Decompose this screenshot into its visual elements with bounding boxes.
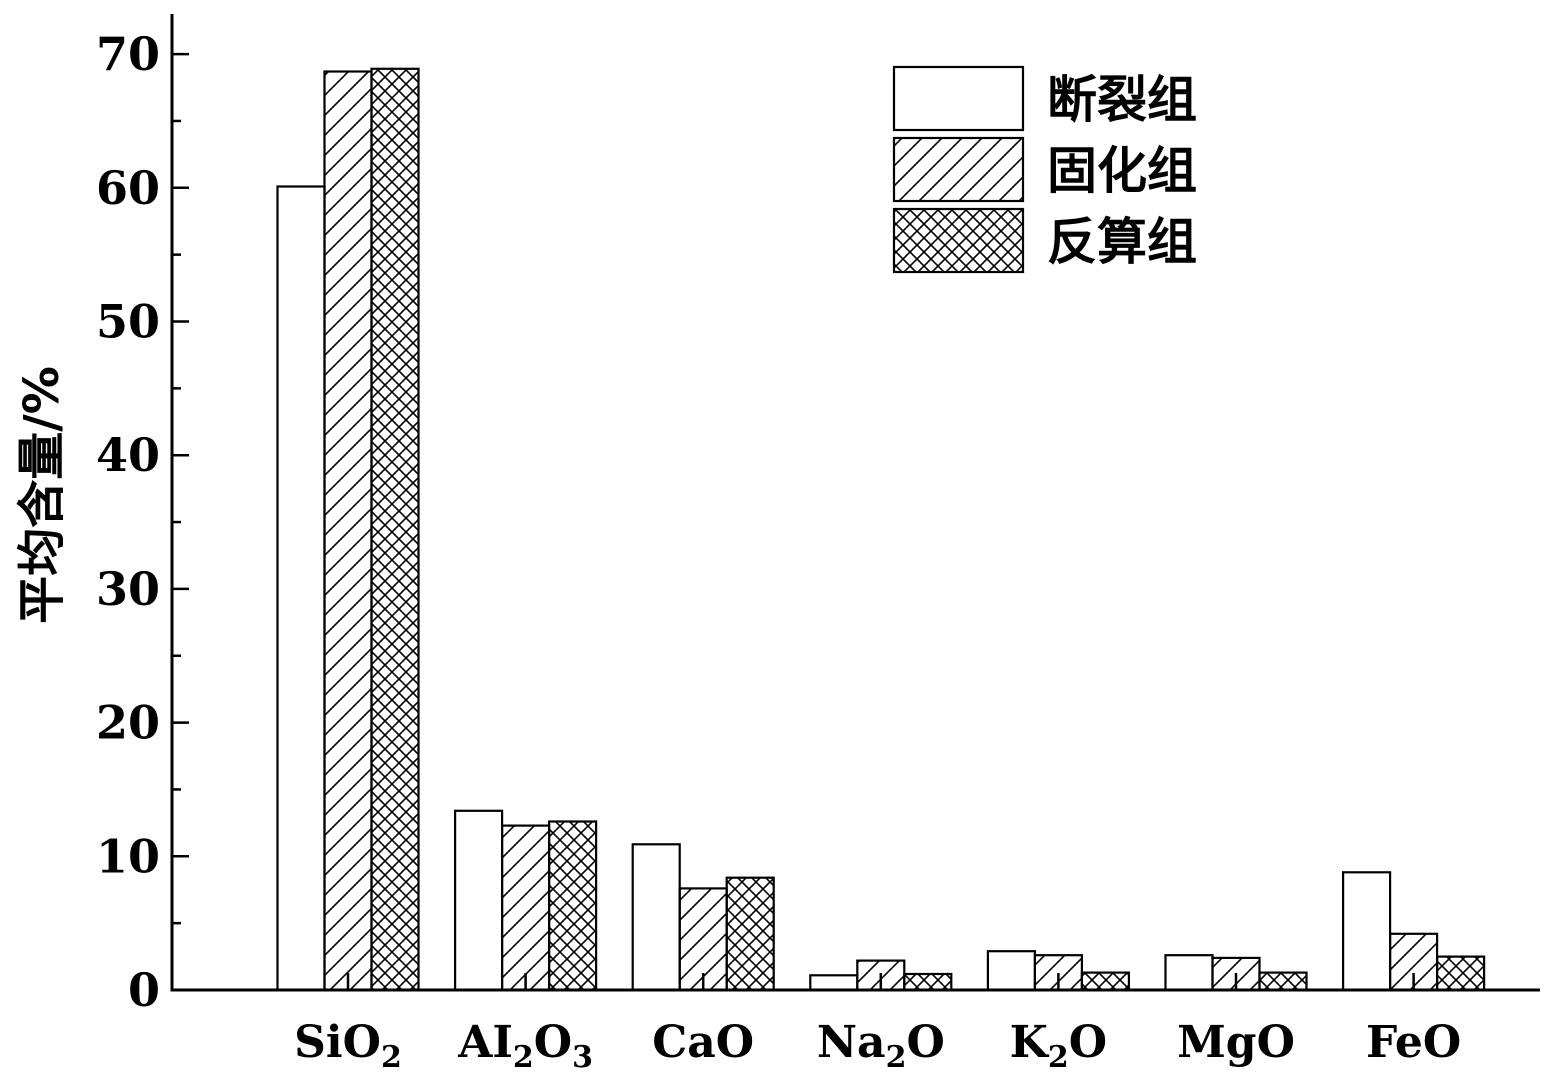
y-tick-label: 70	[96, 27, 160, 81]
bar-5-series-1	[986, 950, 1037, 992]
bars	[276, 67, 1486, 992]
y-tick-label: 20	[96, 696, 160, 750]
bar-4-series-3	[903, 972, 953, 992]
bar-3-series-3	[725, 876, 775, 992]
bar-4-series-1	[809, 974, 859, 992]
bar-1-series-1	[276, 185, 326, 992]
legend-label-3: 反算组	[1047, 213, 1197, 271]
bar-6-series-1	[1164, 954, 1214, 992]
legend-swatch-2	[892, 136, 1025, 203]
axes	[170, 14, 1540, 992]
bar-2-series-1	[454, 809, 504, 992]
bar-7-series-3	[1435, 955, 1486, 992]
legend-label-1: 断裂组	[1047, 71, 1197, 129]
x-tick-label: CaO	[652, 1017, 754, 1068]
x-tick-label: AI2O3	[457, 1017, 593, 1075]
x-tick-label: Na2O	[817, 1017, 945, 1075]
x-tick-label: SiO2	[294, 1017, 402, 1075]
y-tick-label: 30	[96, 562, 160, 616]
y-tick-label: 10	[96, 829, 160, 883]
y-tick-label: 0	[128, 963, 160, 1017]
legend-swatch-3	[892, 207, 1025, 274]
x-categories: SiO2 AI2O3 CaO Na2O K2O MgO FeO	[294, 973, 1461, 1075]
x-tick-label: K2O	[1010, 1017, 1107, 1075]
y-tick-label: 40	[96, 428, 160, 482]
bar-6-series-3	[1258, 971, 1308, 992]
bar-1-series-2	[323, 70, 373, 992]
x-tick-label: MgO	[1177, 1017, 1295, 1068]
y-ticks: 0 10 20 30 40 50 60 70	[96, 27, 189, 1017]
y-axis-title: 平均含量/%	[14, 366, 70, 624]
legend-label-2: 固化组	[1047, 142, 1197, 200]
bar-2-series-3	[547, 820, 598, 992]
bar-7-series-1	[1341, 871, 1392, 992]
legend-swatch-1	[892, 65, 1025, 132]
bar-1-series-3	[370, 67, 420, 992]
bar-5-series-3	[1080, 971, 1131, 992]
y-tick-label: 50	[96, 295, 160, 349]
bar-2-series-2	[501, 824, 551, 992]
y-tick-label: 60	[96, 161, 160, 215]
bar-3-series-1	[631, 843, 681, 992]
x-tick-label: FeO	[1366, 1017, 1461, 1068]
